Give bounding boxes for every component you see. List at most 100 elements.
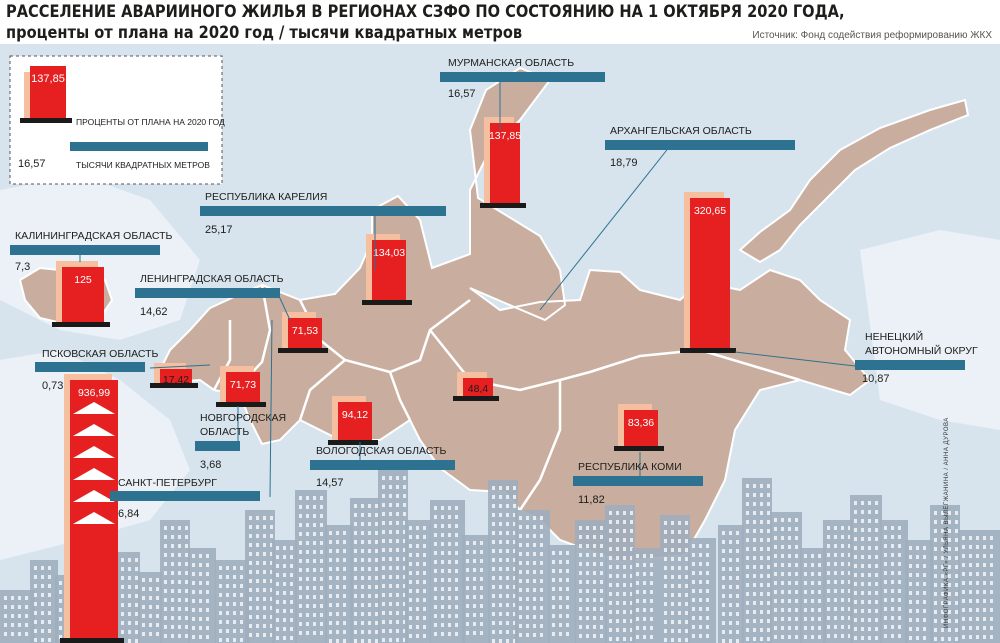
skyline-window [164, 598, 167, 602]
skyline-window [375, 567, 378, 571]
region-area-value: 0,73 [42, 380, 63, 392]
bar-base [680, 348, 736, 353]
skyline-window [616, 637, 619, 641]
skyline-window [811, 635, 814, 639]
skyline-window [699, 553, 702, 557]
skyline-window [185, 616, 188, 620]
skyline-window [976, 545, 979, 549]
skyline-window [559, 605, 562, 609]
skyline-window [788, 617, 791, 621]
skyline-window [434, 632, 437, 636]
skyline-window [579, 598, 582, 602]
skyline-window [540, 516, 543, 520]
skyline-window [4, 614, 7, 618]
skyline-window [955, 538, 958, 542]
skyline-window [788, 527, 791, 531]
skyline-window [884, 607, 887, 611]
skyline-window [368, 621, 371, 625]
skyline-window [526, 570, 529, 574]
skyline-window [811, 617, 814, 621]
skyline-window [368, 522, 371, 526]
skyline-window [149, 614, 152, 618]
skyline-window [579, 580, 582, 584]
skyline-window [827, 598, 830, 602]
skyline-window [354, 585, 357, 589]
skyline-window [685, 602, 688, 606]
skyline-window [600, 571, 603, 575]
skyline-window [753, 628, 756, 632]
skyline-window [636, 608, 639, 612]
skyline-window [643, 617, 646, 621]
skyline-window [861, 546, 864, 550]
skyline-window [600, 625, 603, 629]
skyline-window [884, 625, 887, 629]
skyline-window [909, 627, 912, 631]
skyline-window [448, 524, 451, 528]
skyline-window [403, 620, 406, 624]
skyline-window [499, 603, 502, 607]
skyline-window [834, 562, 837, 566]
skyline-window [969, 536, 972, 540]
skyline-window [616, 538, 619, 542]
skyline-window [962, 617, 965, 621]
skyline-window [875, 636, 878, 640]
skyline-window [434, 596, 437, 600]
skyline-window [916, 600, 919, 604]
skyline-window [811, 581, 814, 585]
skyline-window [375, 540, 378, 544]
skyline-window [664, 611, 667, 615]
skyline-window [990, 635, 993, 639]
skyline-window [499, 486, 502, 490]
skyline-window [955, 601, 958, 605]
skyline-window [441, 578, 444, 582]
skyline-window [969, 572, 972, 576]
skyline-window [962, 590, 965, 594]
skyline-window [586, 598, 589, 602]
skyline-window [976, 599, 979, 603]
skyline-window [586, 607, 589, 611]
skyline-window [753, 529, 756, 533]
skyline-window [848, 544, 851, 548]
skyline-window [375, 603, 378, 607]
skyline-window [774, 563, 777, 567]
skyline-window [941, 556, 944, 560]
skyline-window [299, 496, 302, 500]
skyline-window [685, 557, 688, 561]
skyline-window [403, 485, 406, 489]
skyline-window [290, 564, 293, 568]
skyline-window [788, 581, 791, 585]
skyline-window [480, 631, 483, 635]
skyline-window [746, 547, 749, 551]
skyline-window [526, 624, 529, 628]
skyline-window [354, 504, 357, 508]
skyline-window [409, 562, 412, 566]
skyline-window [403, 584, 406, 588]
skyline-window [361, 558, 364, 562]
skyline-window [969, 545, 972, 549]
skyline-window [909, 564, 912, 568]
skyline-window [767, 628, 770, 632]
skyline-window [466, 541, 469, 545]
skyline-window [678, 539, 681, 543]
skyline-window [593, 544, 596, 548]
skyline-window [767, 547, 770, 551]
skyline-window [781, 581, 784, 585]
skyline-window [142, 632, 145, 636]
skyline-window [699, 589, 702, 593]
skyline-window [270, 633, 273, 637]
skyline-window [506, 522, 509, 526]
skyline-window [506, 540, 509, 544]
skyline-window [579, 535, 582, 539]
skyline-window [774, 608, 777, 612]
bar-percent [372, 240, 406, 300]
skyline-window [149, 587, 152, 591]
skyline-window [616, 592, 619, 596]
skyline-window [270, 543, 273, 547]
skyline-window [827, 544, 830, 548]
skyline-window [664, 575, 667, 579]
skyline-window [706, 616, 709, 620]
skyline-window [868, 609, 871, 613]
skyline-window [868, 546, 871, 550]
skyline-window [891, 607, 894, 611]
skyline-window [795, 563, 798, 567]
